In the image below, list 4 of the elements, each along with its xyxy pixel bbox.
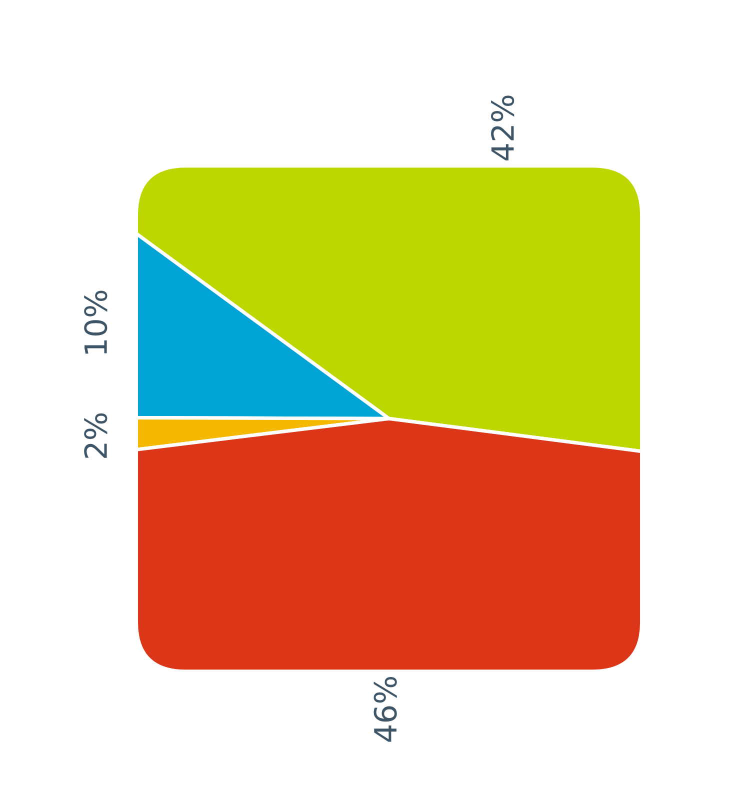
data-label: 42%	[491, 96, 514, 160]
data-label: 46%	[374, 676, 397, 742]
data-label: 10%	[84, 290, 108, 354]
data-label: 2%	[84, 413, 108, 458]
